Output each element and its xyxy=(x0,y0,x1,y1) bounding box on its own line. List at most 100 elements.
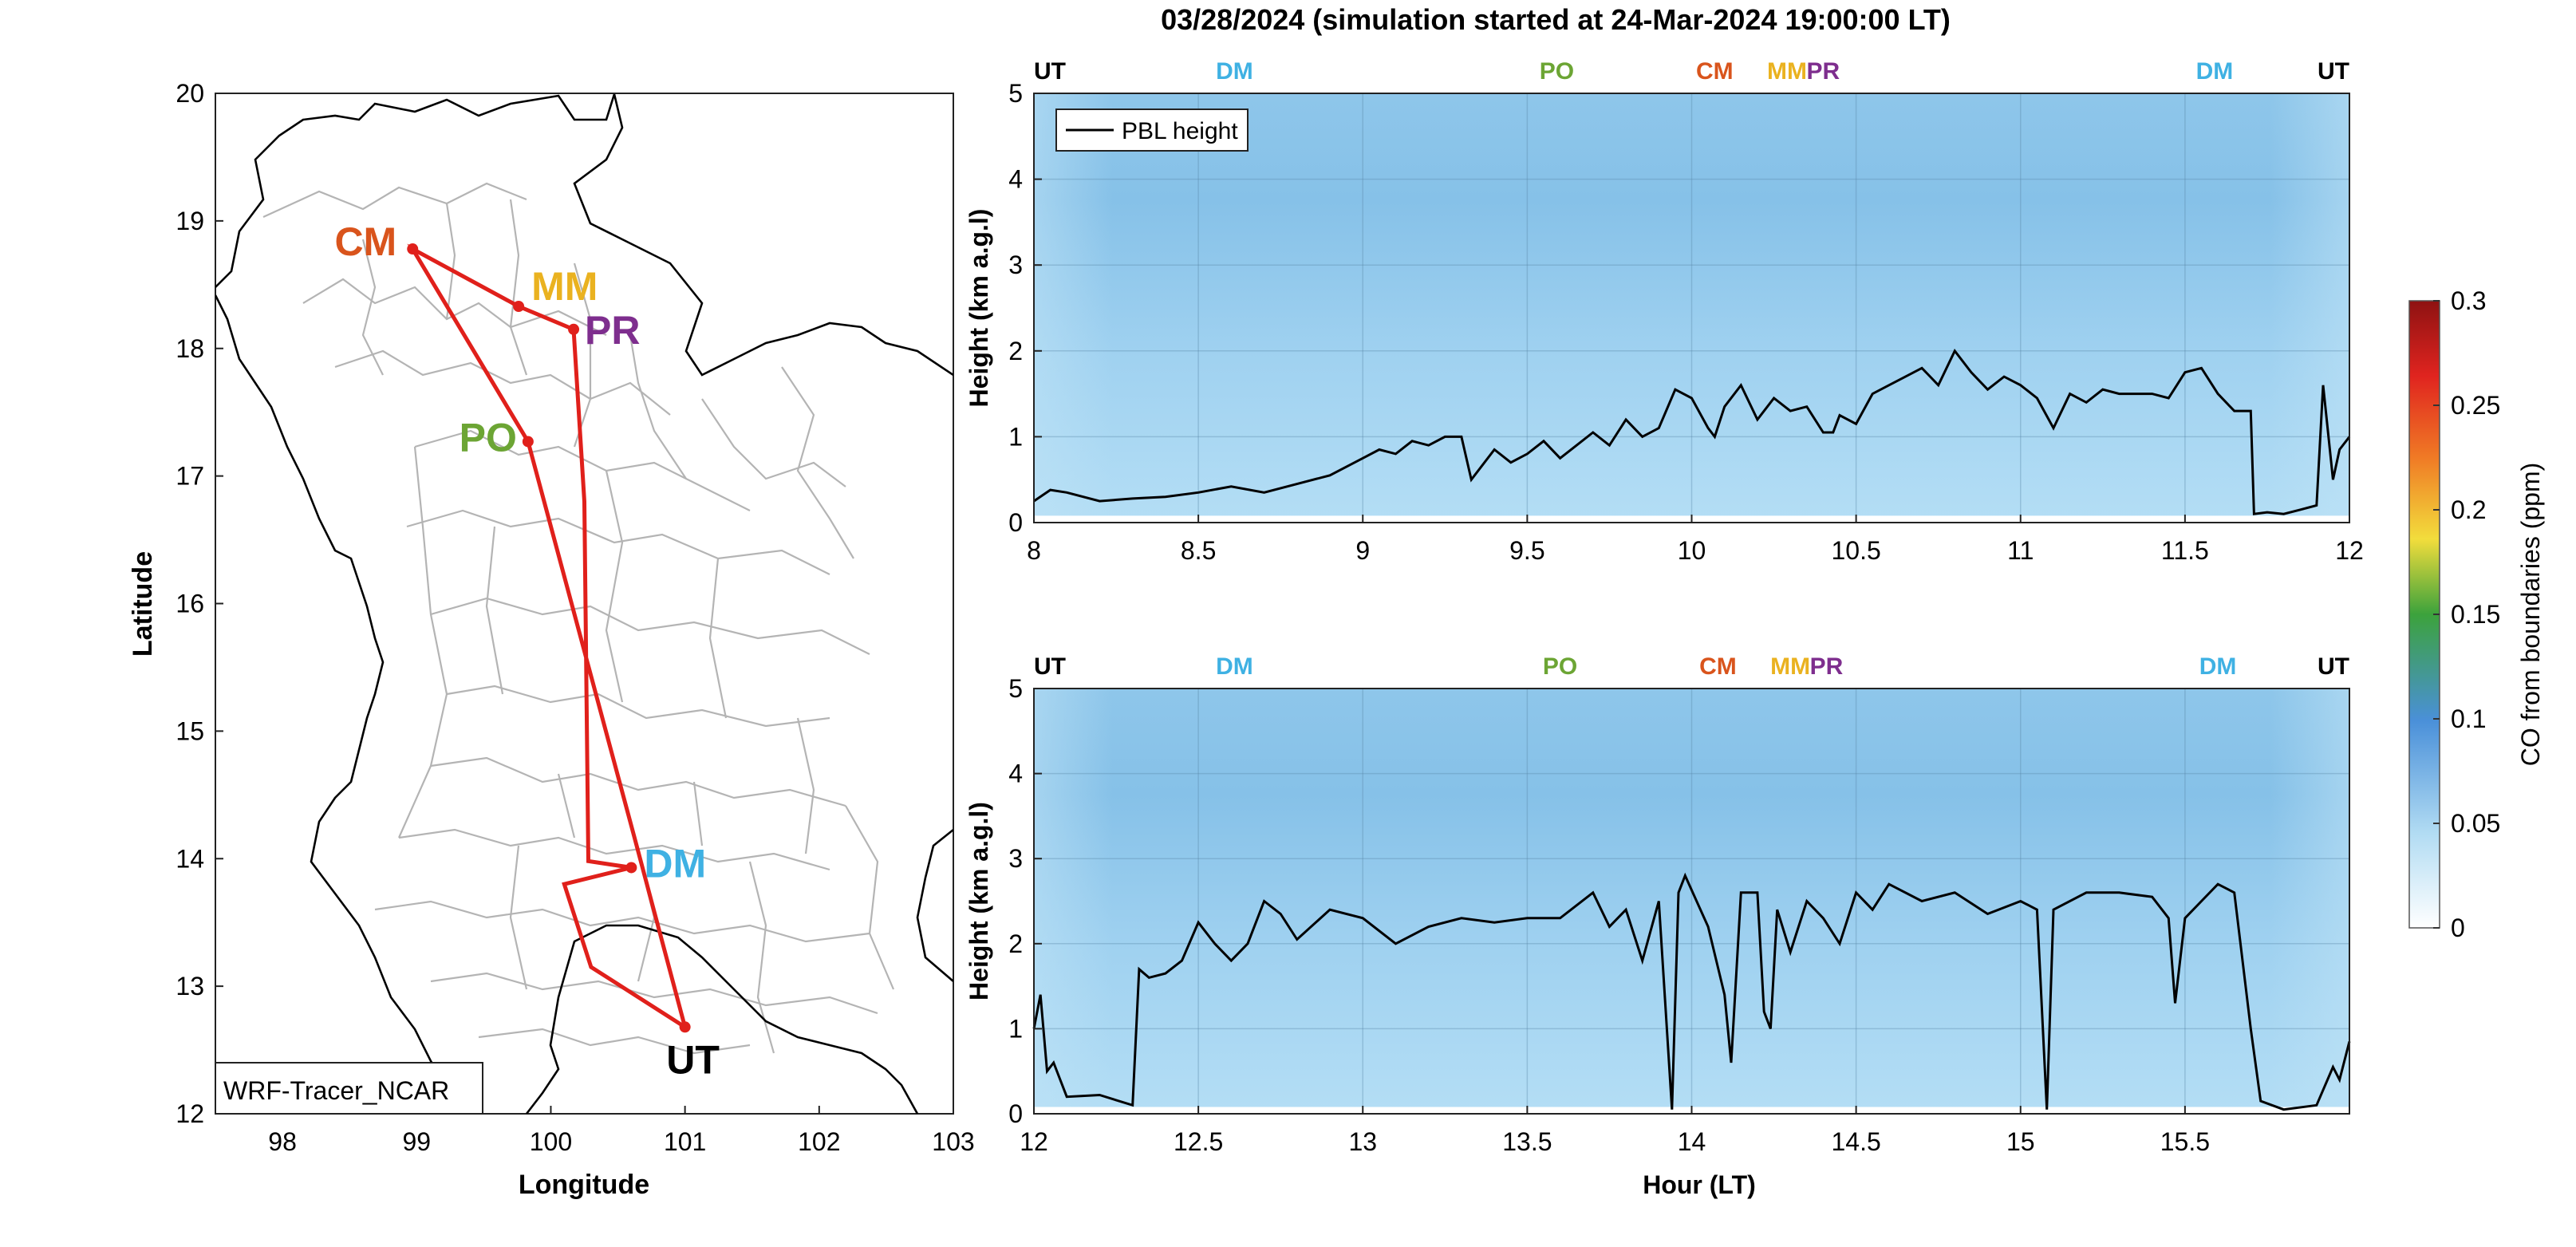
height-y-label: Height (km a.g.l) xyxy=(965,209,993,408)
country-border xyxy=(215,93,953,1114)
x-tick-label: 10.5 xyxy=(1831,536,1880,565)
x-tick-label: 9 xyxy=(1355,536,1370,565)
x-tick-label: 15.5 xyxy=(2160,1127,2210,1156)
site-marker-dm: DM xyxy=(1216,653,1253,680)
map-y-tick-label: 19 xyxy=(176,207,204,235)
map-y-tick-label: 14 xyxy=(176,844,204,873)
site-marker-po: PO xyxy=(1540,58,1574,85)
station-dot-cm xyxy=(407,243,419,255)
station-dot-pr xyxy=(568,323,580,335)
x-tick-label: 12 xyxy=(1020,1127,1048,1156)
station-dot-mm xyxy=(513,300,525,312)
map-x-tick-label: 99 xyxy=(402,1127,431,1156)
sampling-route xyxy=(407,243,688,1029)
map-y-tick-label: 17 xyxy=(176,462,204,491)
y-tick-label: 3 xyxy=(1008,251,1023,279)
station-label-po: PO xyxy=(460,415,517,460)
x-tick-label: 11.5 xyxy=(2161,536,2209,565)
y-tick-label: 5 xyxy=(1008,674,1023,703)
site-marker-dm: DM xyxy=(2196,58,2234,85)
colorbar-tick-label: 0.15 xyxy=(2451,600,2500,629)
y-tick-label: 4 xyxy=(1008,760,1023,788)
y-tick-label: 1 xyxy=(1008,422,1023,451)
co-field-edge xyxy=(1034,93,2349,523)
pbl-height-line xyxy=(1033,348,2351,515)
y-tick-label: 1 xyxy=(1008,1014,1023,1043)
x-tick-label: 13 xyxy=(1348,1127,1377,1156)
y-tick-label: 2 xyxy=(1008,929,1023,958)
x-tick-label: 11 xyxy=(2007,536,2034,565)
site-marker-cm: CM xyxy=(1699,653,1737,680)
colorbar-tick-label: 0 xyxy=(2451,914,2465,942)
site-marker-mm: MM xyxy=(1767,58,1807,85)
y-tick-label: 3 xyxy=(1008,844,1023,873)
colorbar-tick-label: 0.25 xyxy=(2451,391,2500,420)
station-label-cm: CM xyxy=(334,219,396,264)
map-y-label: Latitude xyxy=(128,551,158,657)
y-tick-label: 5 xyxy=(1008,79,1023,108)
map-y-axis: 12 13 14 15 16 17 18 19 20 xyxy=(176,79,223,1128)
map-x-tick-label: 101 xyxy=(664,1127,706,1156)
site-marker-pr: PR xyxy=(1807,58,1840,85)
height-y-label: Height (km a.g.l) xyxy=(965,802,993,1000)
x-tick-label: 8.5 xyxy=(1181,536,1216,565)
site-marker-dm: DM xyxy=(1216,58,1253,85)
map-y-tick-label: 20 xyxy=(176,79,204,108)
x-tick-label: 10 xyxy=(1678,536,1706,565)
hour-x-label: Hour (LT) xyxy=(1643,1170,1756,1199)
station-dot-po xyxy=(522,436,534,448)
x-tick-label: 12.5 xyxy=(1174,1127,1223,1156)
legend-label: PBL height xyxy=(1122,118,1238,144)
map-x-tick-label: 102 xyxy=(798,1127,840,1156)
x-tick-label: 15 xyxy=(2006,1127,2035,1156)
colorbar-tick-label: 0.1 xyxy=(2451,704,2486,733)
colorbar-tick-label: 0.3 xyxy=(2451,286,2486,315)
site-marker-pr: PR xyxy=(1810,653,1844,680)
y-tick-label: 0 xyxy=(1008,508,1023,537)
site-marker-ut: UT xyxy=(2318,653,2349,680)
map-y-tick-label: 16 xyxy=(176,590,204,618)
pbl-height-line xyxy=(1032,872,2351,1111)
x-tick-label: 14.5 xyxy=(1831,1127,1880,1156)
site-marker-ut: UT xyxy=(1034,653,1066,680)
site-marker-ut: UT xyxy=(2318,58,2349,85)
map-y-tick-label: 15 xyxy=(176,716,204,745)
colorbar-tick-label: 0.05 xyxy=(2451,809,2500,838)
y-tick-label: 4 xyxy=(1008,165,1023,194)
site-marker-cm: CM xyxy=(1696,58,1734,85)
site-marker-dm: DM xyxy=(2199,653,2237,680)
y-tick-label: 0 xyxy=(1008,1099,1023,1128)
station-label-ut: UT xyxy=(666,1037,720,1082)
station-dots xyxy=(407,243,691,1033)
y-tick-label: 2 xyxy=(1008,337,1023,365)
x-tick-label: 14 xyxy=(1678,1127,1706,1156)
x-tick-label: 13.5 xyxy=(1502,1127,1552,1156)
station-dot-ut xyxy=(679,1021,691,1033)
map-x-tick-label: 98 xyxy=(268,1127,297,1156)
model-label-box xyxy=(215,1062,483,1115)
station-label-pr: PR xyxy=(585,308,640,353)
colorbar-label: CO from boundaries (ppm) xyxy=(2516,463,2545,767)
map-x-tick-label: 100 xyxy=(530,1127,572,1156)
map-y-tick-label: 12 xyxy=(176,1099,204,1128)
colorbar: 0 0.05 0.1 0.15 0.2 0.25 0.3 CO from boundarie… xyxy=(2408,286,2545,942)
x-tick-label: 8 xyxy=(1027,536,1041,565)
x-tick-label: 9.5 xyxy=(1509,536,1544,565)
colorbar-ticks: 0 0.05 0.1 0.15 0.2 0.25 0.3 xyxy=(2433,286,2500,942)
co-field-edge xyxy=(1034,689,2349,1114)
station-label-dm: DM xyxy=(644,841,706,886)
map-x-axis: 98 99 100 101 102 103 xyxy=(268,1106,975,1156)
map-y-tick-label: 13 xyxy=(176,972,204,1000)
station-dot-dm xyxy=(625,862,637,874)
model-label: WRF-Tracer_NCAR xyxy=(223,1076,449,1105)
site-marker-ut: UT xyxy=(1034,58,1066,85)
map-x-tick-label: 103 xyxy=(932,1127,974,1156)
map-x-label: Longitude xyxy=(519,1170,649,1200)
site-marker-mm: MM xyxy=(1770,653,1810,680)
site-marker-po: PO xyxy=(1543,653,1577,680)
map-y-tick-label: 18 xyxy=(176,334,204,363)
